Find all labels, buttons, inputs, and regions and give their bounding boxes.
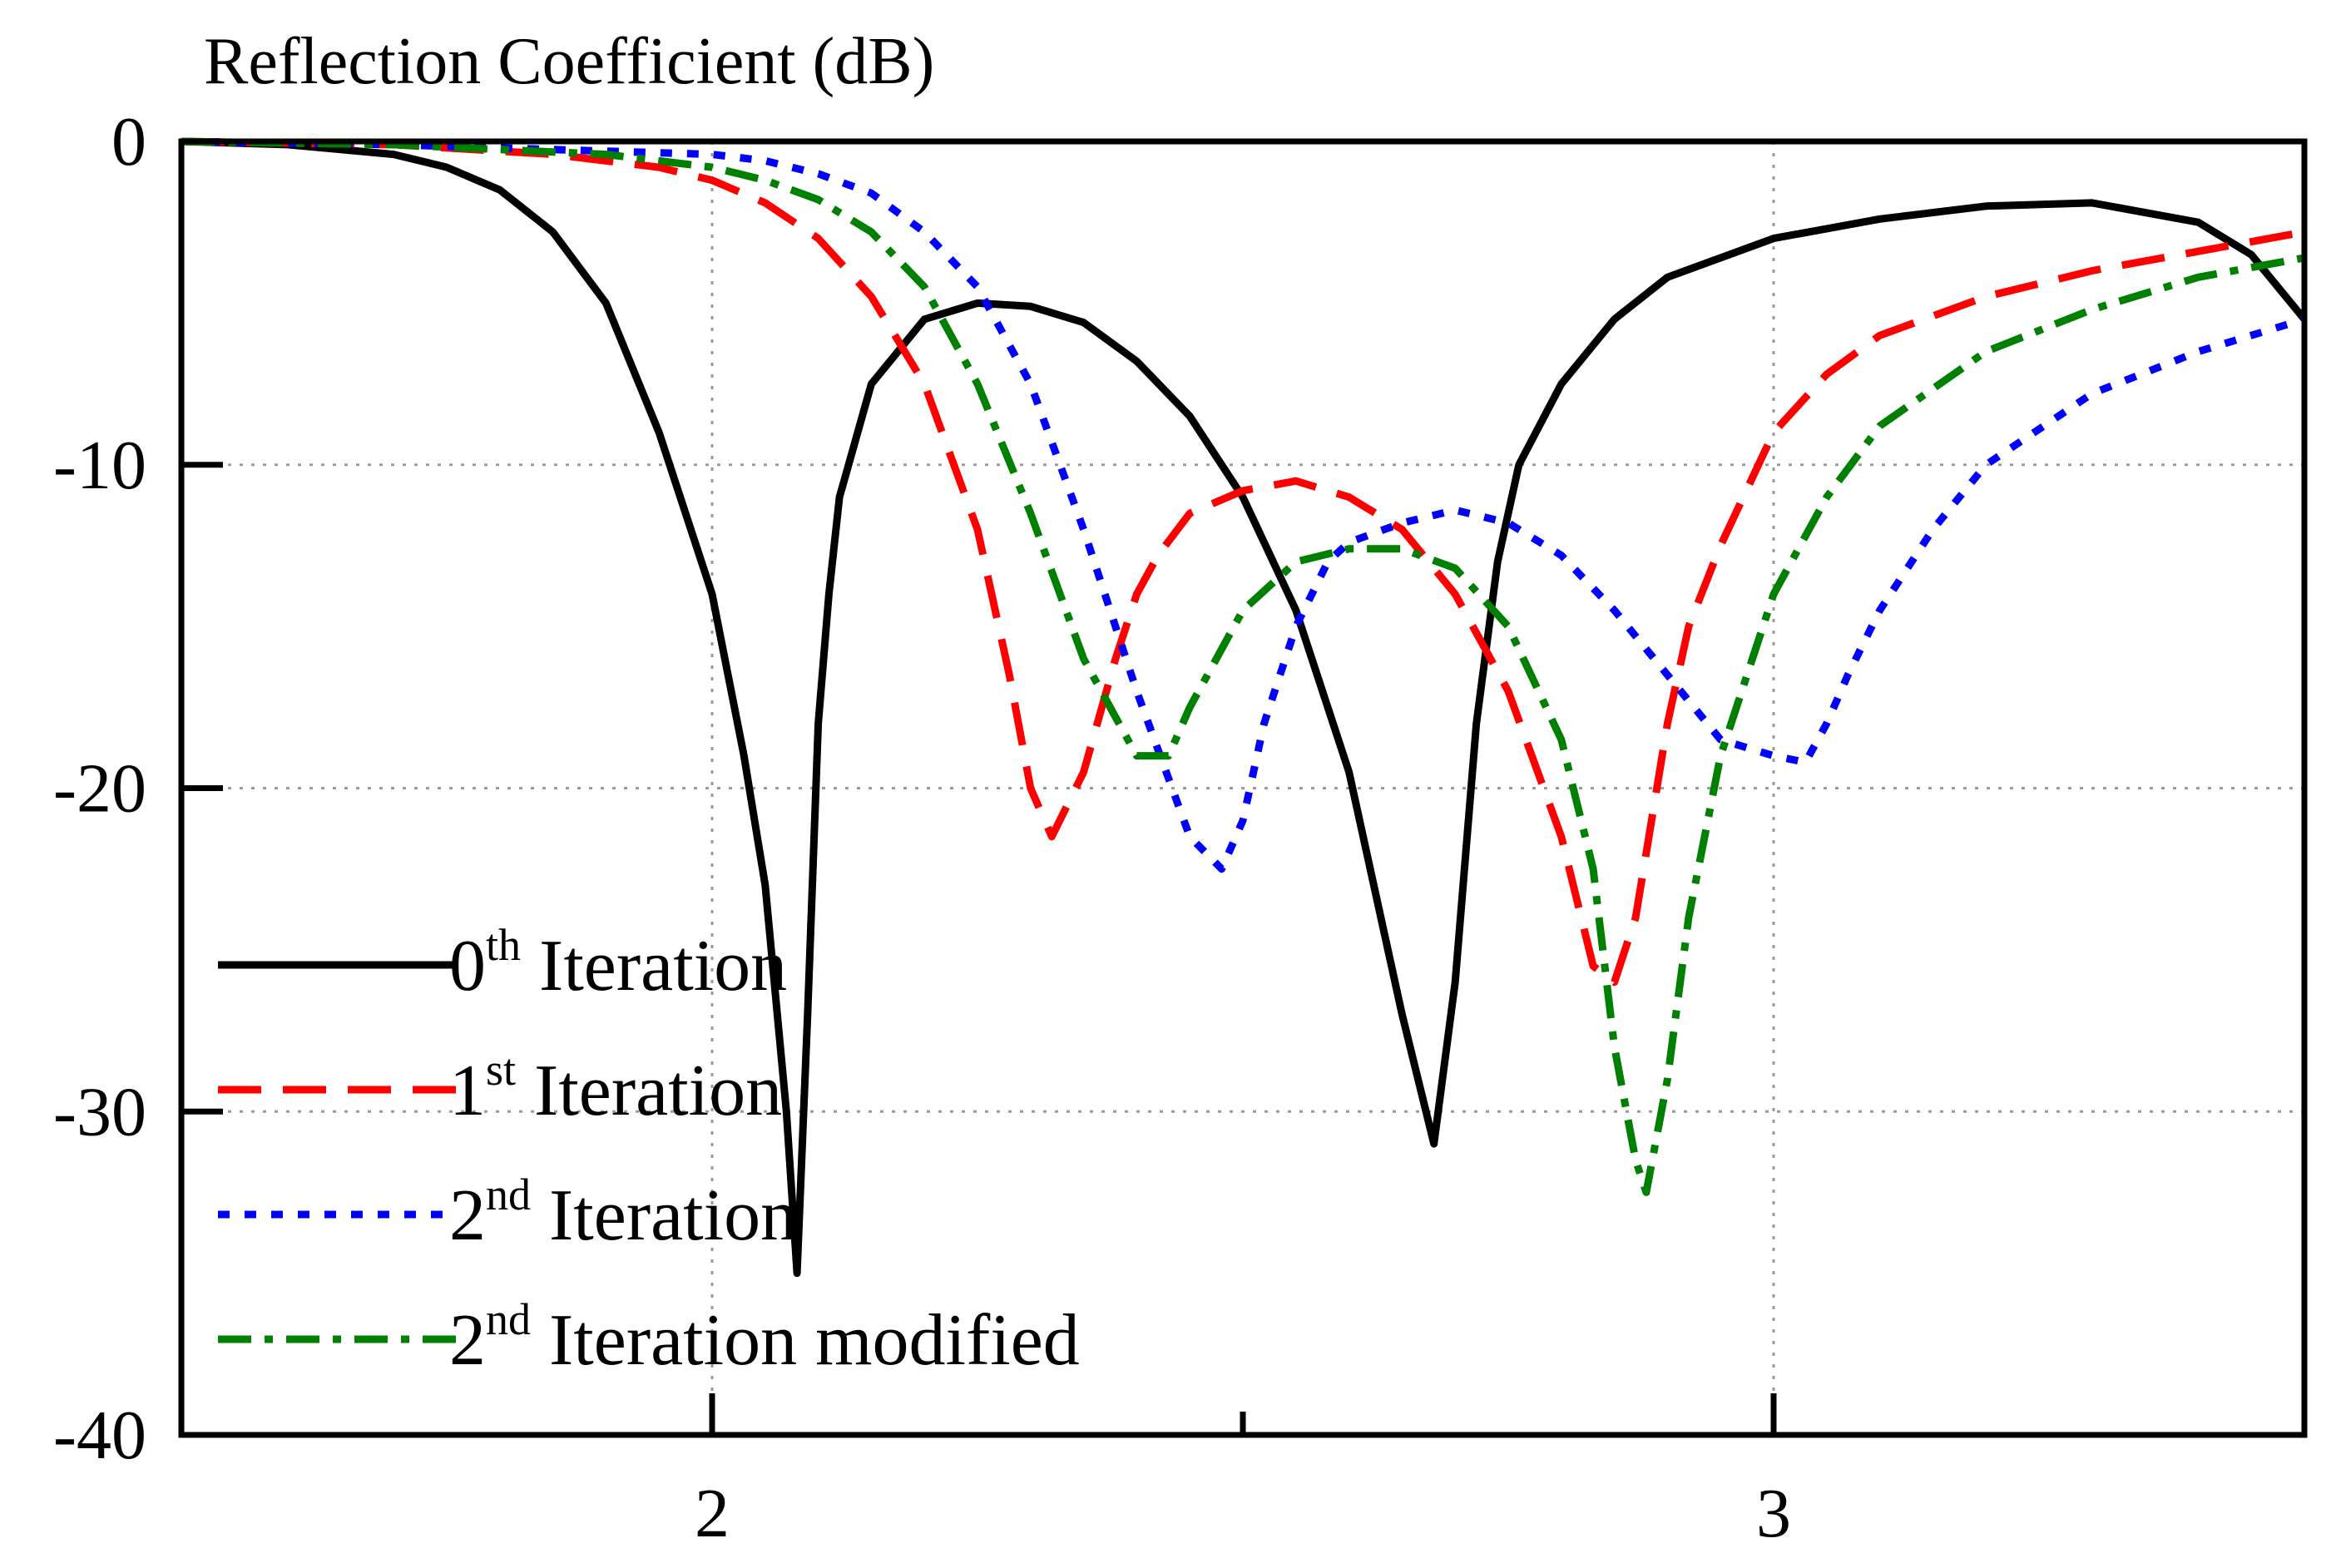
series-line-1 <box>181 137 2305 987</box>
grid-lines <box>181 141 2304 1435</box>
y-tick-label: 0 <box>111 103 146 181</box>
x-tick-label: 2 <box>695 1475 730 1552</box>
chart-title: Reflection Coefficient (dB) <box>204 25 934 98</box>
x-tick-label: 3 <box>1756 1475 1791 1552</box>
series-line-3 <box>181 137 2305 1196</box>
legend-label-2: 2nd Iteration <box>449 1170 797 1256</box>
y-tick-label: -10 <box>53 427 146 504</box>
legend-label-3: 2nd Iteration modified <box>449 1294 1080 1381</box>
series-layer <box>181 137 2308 1278</box>
y-tick-label: -20 <box>53 750 146 828</box>
series-line-2 <box>181 137 2306 873</box>
legend: 0th Iteration 1st Iteration 2nd Iteration 2… <box>218 920 1080 1381</box>
y-tick-label: -30 <box>53 1073 146 1150</box>
legend-label-0: 0th Iteration <box>449 920 787 1007</box>
series-line-0 <box>181 137 2308 1278</box>
axis-labels: 0 -10 -20 -30 -40 2 3 <box>53 103 1791 1552</box>
legend-label-1: 1st Iteration <box>449 1045 782 1131</box>
y-tick-label: -40 <box>53 1397 146 1474</box>
axis-ticks <box>181 138 1777 1438</box>
